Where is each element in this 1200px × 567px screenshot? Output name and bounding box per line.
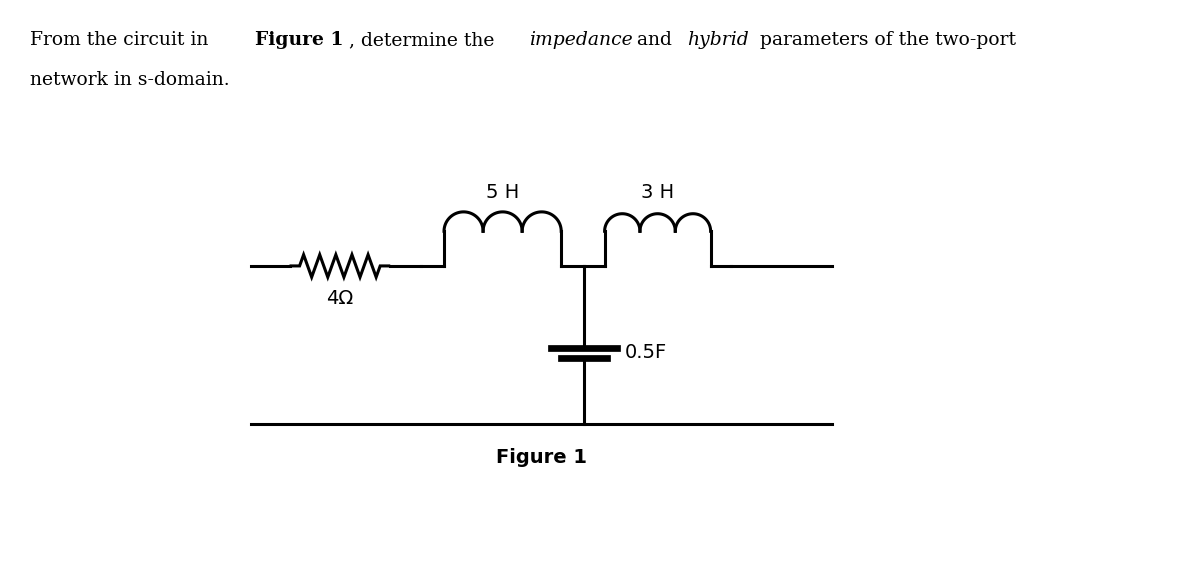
Text: 3 H: 3 H (641, 183, 674, 202)
Text: 0.5F: 0.5F (624, 343, 666, 362)
Text: impedance: impedance (529, 31, 634, 49)
Text: parameters of the two-port: parameters of the two-port (755, 31, 1016, 49)
Text: and: and (631, 31, 678, 49)
Text: , determine the: , determine the (349, 31, 500, 49)
Text: 5 H: 5 H (486, 183, 520, 202)
Text: hybrid: hybrid (686, 31, 749, 49)
Text: From the circuit in: From the circuit in (30, 31, 215, 49)
Text: 4Ω: 4Ω (326, 289, 354, 308)
Text: Figure 1: Figure 1 (254, 31, 343, 49)
Text: Figure 1: Figure 1 (496, 448, 587, 467)
Text: network in s-domain.: network in s-domain. (30, 71, 229, 89)
